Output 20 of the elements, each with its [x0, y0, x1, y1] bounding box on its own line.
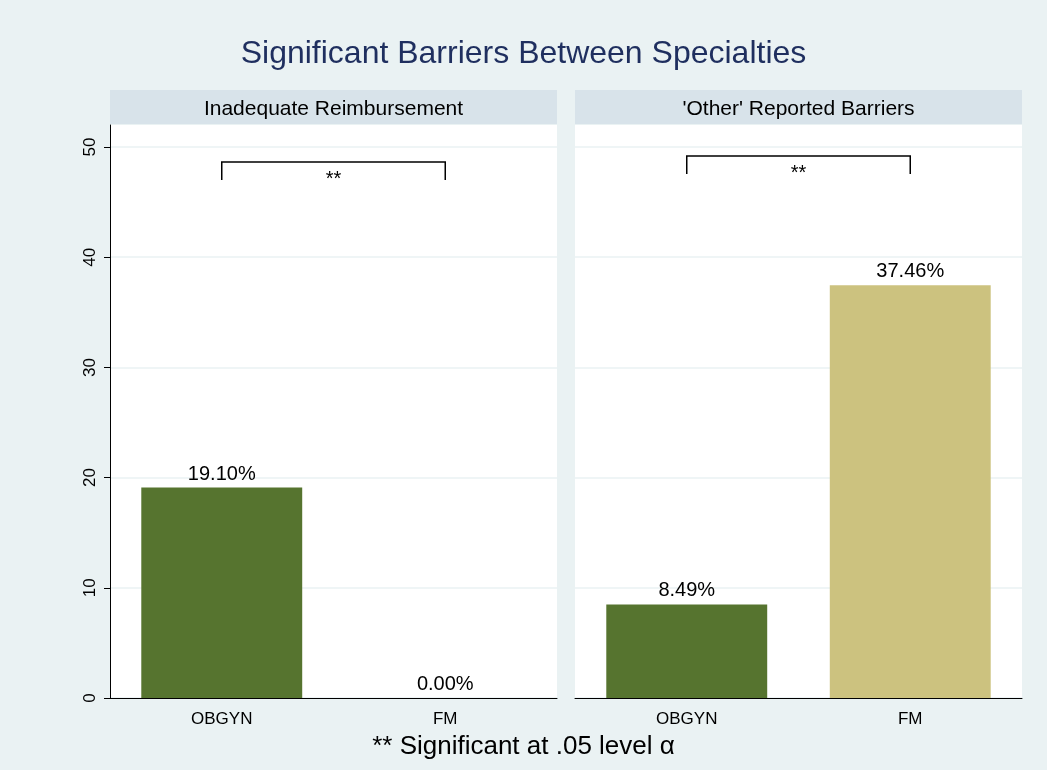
y-tick-label: 40: [80, 247, 99, 267]
x-tick-label: OBGYN: [191, 709, 253, 728]
y-tick-label: 30: [80, 357, 99, 377]
annotation: **: [790, 161, 807, 183]
y-tick-label: 10: [80, 578, 99, 598]
chart-title: Significant Barriers Between Specialties: [239, 34, 808, 71]
y-tick-label: 50: [80, 137, 99, 157]
text: ** Significant at .05 level α: [371, 730, 676, 761]
data-label: 0.00%: [416, 672, 474, 694]
data-label: 19.10%: [187, 461, 256, 484]
data-label: 8.49%: [658, 578, 716, 601]
data-label: 37.46%: [876, 259, 945, 282]
chart-subtitle: Inadequate Reimbursement: [203, 95, 464, 119]
y-tick-label: 20: [80, 468, 99, 488]
chart-subtitle: 'Other' Reported Barriers: [682, 95, 915, 119]
x-tick-label: FM: [897, 709, 923, 728]
annotation: **: [325, 167, 342, 189]
y-tick-label: 0: [80, 693, 99, 703]
x-tick-label: FM: [432, 709, 458, 728]
x-tick-label: OBGYN: [656, 709, 718, 728]
